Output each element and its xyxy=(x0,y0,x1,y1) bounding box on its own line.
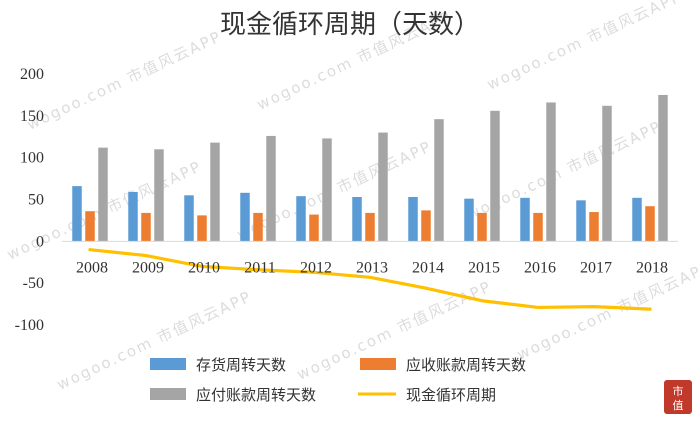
logo-stamp: 市 值 xyxy=(664,380,692,414)
bar-1-2012 xyxy=(296,196,306,242)
bar-2-2010 xyxy=(197,215,207,242)
x-tick-label: 2017 xyxy=(580,259,612,276)
bar-3-2012 xyxy=(322,138,332,242)
bar-2-2012 xyxy=(309,214,319,242)
chart-title: 现金循环周期（天数） xyxy=(220,10,480,40)
x-tick-label: 2010 xyxy=(188,259,220,276)
bar-3-2011 xyxy=(266,135,276,242)
x-tick-label: 2008 xyxy=(76,259,108,276)
bar-2-2011 xyxy=(253,212,263,242)
bar-2-2014 xyxy=(421,210,431,242)
x-tick-label: 2012 xyxy=(300,259,332,276)
bar-1-2018 xyxy=(632,197,642,242)
x-axis: 2008 2009 2010 2011 2012 2013 2014 2015 2016 2017… xyxy=(76,259,668,276)
svg-text:值: 值 xyxy=(673,399,684,412)
line-point-2012 xyxy=(312,270,316,274)
svg-text:wogoo.com 市值风云APP: wogoo.com 市值风云APP xyxy=(234,137,435,243)
legend-label-1: 存货周转天数 xyxy=(196,356,286,374)
bars-layer xyxy=(72,94,668,242)
x-tick-label: 2014 xyxy=(412,259,444,276)
bar-1-2014 xyxy=(408,196,418,242)
x-tick-label: 2011 xyxy=(244,259,275,276)
line-point-2009 xyxy=(144,253,148,258)
bar-3-2013 xyxy=(378,132,388,242)
svg-text:wogoo.com 市值风云APP: wogoo.com 市值风云APP xyxy=(484,0,685,94)
bar-2-2016 xyxy=(533,212,543,242)
legend-label-2: 应收账款周转天数 xyxy=(406,356,526,374)
bar-2-2009 xyxy=(141,212,151,242)
bar-1-2016 xyxy=(520,197,530,242)
legend-swatch-2 xyxy=(360,358,396,370)
bar-1-2008 xyxy=(72,186,82,242)
y-tick-label: -100 xyxy=(15,317,44,334)
y-tick-label: 200 xyxy=(20,66,44,83)
line-point-2017 xyxy=(592,304,596,309)
y-tick-label: 0 xyxy=(36,233,44,250)
y-tick-label: -50 xyxy=(23,275,44,292)
line-point-2015 xyxy=(480,299,484,303)
bar-1-2010 xyxy=(184,195,194,242)
bar-2-2018 xyxy=(645,206,655,242)
bar-2-2013 xyxy=(365,212,375,242)
legend-swatch-3 xyxy=(150,388,186,400)
bar-1-2011 xyxy=(240,192,250,242)
y-tick-label: 100 xyxy=(20,150,44,167)
bar-1-2015 xyxy=(464,198,474,242)
y-axis: 200 150 100 50 0 -50 -100 xyxy=(15,66,44,334)
bar-3-2008 xyxy=(98,147,108,242)
bar-3-2016 xyxy=(546,102,556,242)
x-tick-label: 2016 xyxy=(524,259,556,276)
legend-label-3: 应付账款周转天数 xyxy=(196,386,316,404)
bar-2-2008 xyxy=(85,211,95,242)
bar-2-2015 xyxy=(477,212,487,242)
line-layer xyxy=(88,248,652,311)
bar-3-2018 xyxy=(658,94,668,242)
x-tick-label: 2018 xyxy=(636,259,668,276)
bar-3-2017 xyxy=(602,105,612,242)
bar-3-2010 xyxy=(210,142,220,242)
x-tick-label: 2009 xyxy=(132,259,164,276)
bar-3-2014 xyxy=(434,119,444,242)
bar-1-2017 xyxy=(576,200,586,242)
x-tick-label: 2015 xyxy=(468,259,500,276)
bar-3-2015 xyxy=(490,110,500,242)
line-point-2011 xyxy=(256,268,260,272)
legend-swatch-1 xyxy=(150,358,186,370)
line-point-2016 xyxy=(536,305,540,310)
line-point-2010 xyxy=(200,264,204,269)
y-tick-label: 150 xyxy=(20,108,44,125)
legend-label-4: 现金循环周期 xyxy=(406,386,496,404)
y-tick-label: 50 xyxy=(28,192,44,209)
svg-text:wogoo.com 市值风云APP: wogoo.com 市值风云APP xyxy=(54,287,255,393)
watermark: wogoo.com 市值风云APP wogoo.com 市值风云APP wogo… xyxy=(4,0,700,394)
x-tick-label: 2013 xyxy=(356,259,388,276)
line-point-2018 xyxy=(648,307,652,311)
line-point-2013 xyxy=(368,275,372,279)
bar-1-2009 xyxy=(128,191,138,242)
svg-text:市: 市 xyxy=(673,384,684,398)
bar-1-2013 xyxy=(352,196,362,242)
line-point-2014 xyxy=(424,286,428,290)
line-point-2008 xyxy=(88,248,92,252)
bar-2-2017 xyxy=(589,212,599,242)
svg-text:wogoo.com 市值风云APP: wogoo.com 市值风云APP xyxy=(24,27,225,133)
bar-3-2009 xyxy=(154,149,164,242)
